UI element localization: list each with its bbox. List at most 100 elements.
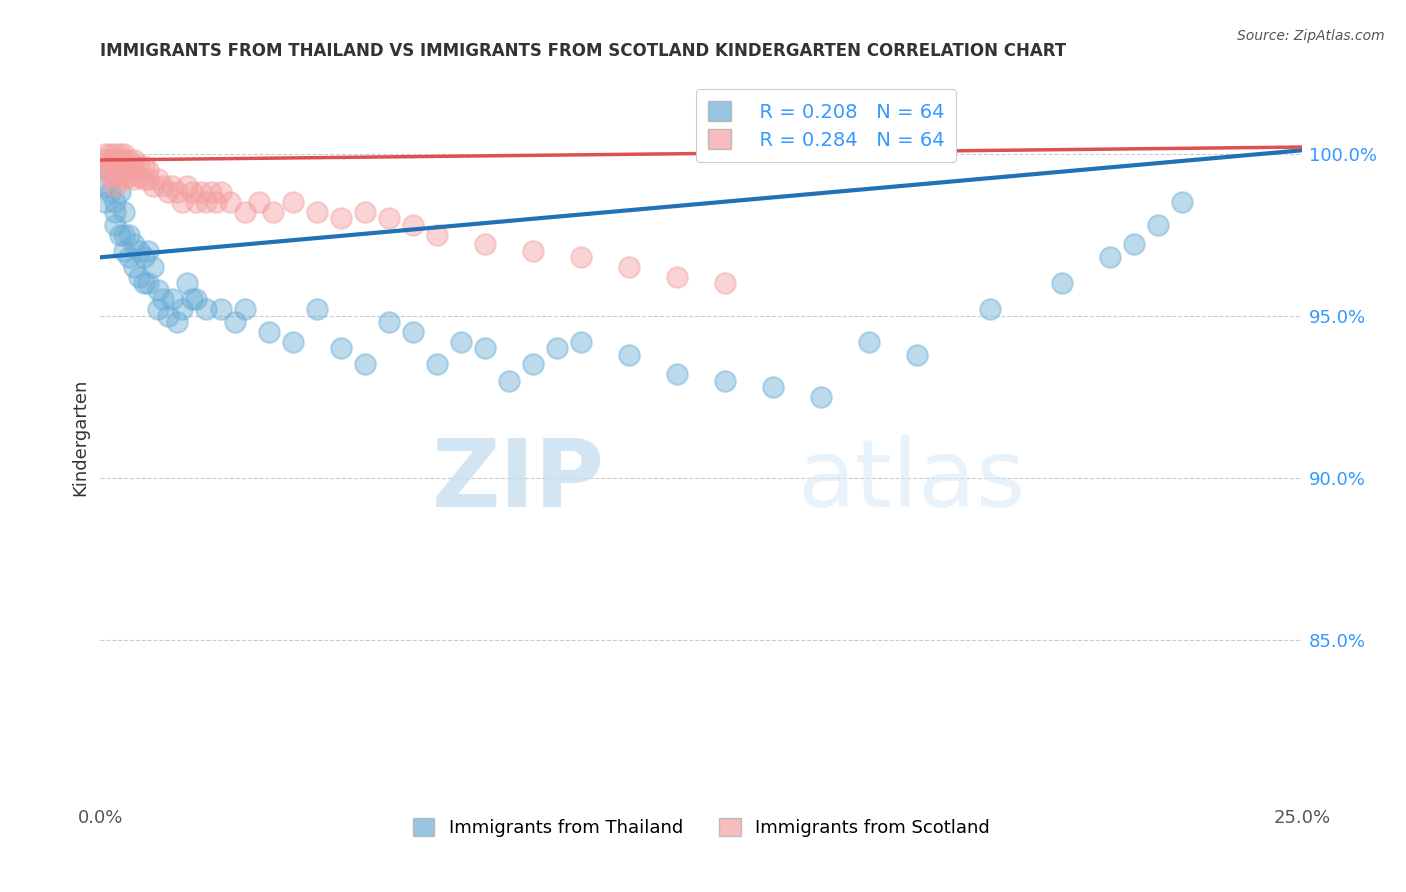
Point (209, 186, 232, 200)
Point (112, 172, 135, 186)
Point (104, 169, 127, 184)
Point (128, 160, 150, 174)
Point (104, 218, 127, 232)
Point (377, 211, 399, 226)
Point (98, 153, 121, 167)
Point (94, 162, 117, 177)
Point (118, 160, 141, 174)
Point (402, 218, 425, 232)
Point (762, 380, 785, 394)
Y-axis label: Kindergarten: Kindergarten (72, 379, 89, 496)
Point (617, 348, 640, 362)
Point (108, 169, 131, 184)
Point (122, 260, 145, 274)
Point (112, 153, 135, 167)
Point (104, 160, 127, 174)
Point (402, 325, 425, 339)
Point (474, 237, 496, 252)
Point (108, 186, 131, 200)
Point (108, 153, 131, 167)
Legend: Immigrants from Thailand, Immigrants from Scotland: Immigrants from Thailand, Immigrants fro… (405, 811, 997, 845)
Point (122, 237, 145, 252)
Point (170, 195, 193, 210)
Point (118, 227, 141, 242)
Point (166, 186, 188, 200)
Point (98, 146, 121, 161)
Point (714, 374, 737, 388)
Point (247, 195, 270, 210)
Point (224, 315, 246, 329)
Point (176, 178, 198, 193)
Point (666, 269, 689, 284)
Text: IMMIGRANTS FROM THAILAND VS IMMIGRANTS FROM SCOTLAND KINDERGARTEN CORRELATION CH: IMMIGRANTS FROM THAILAND VS IMMIGRANTS F… (100, 42, 1067, 60)
Point (152, 178, 174, 193)
Point (138, 162, 160, 177)
Point (209, 302, 232, 317)
Point (166, 315, 188, 329)
Point (979, 302, 1001, 317)
Point (98, 162, 121, 177)
Point (94, 153, 117, 167)
Point (138, 172, 160, 186)
Point (353, 205, 375, 219)
Point (132, 277, 155, 291)
Point (522, 357, 544, 371)
Point (546, 341, 568, 355)
Point (204, 195, 226, 210)
Point (104, 178, 127, 193)
Point (1171, 195, 1194, 210)
Point (257, 325, 280, 339)
Point (498, 374, 520, 388)
Point (170, 302, 193, 317)
Point (138, 244, 160, 258)
Point (112, 227, 135, 242)
Point (162, 178, 184, 193)
Point (569, 334, 592, 349)
Point (108, 146, 131, 161)
Point (108, 227, 131, 242)
Point (104, 205, 127, 219)
Point (142, 260, 165, 274)
Point (94, 178, 117, 193)
Point (858, 334, 880, 349)
Text: ZIP: ZIP (432, 435, 605, 527)
Point (132, 172, 155, 186)
Point (156, 186, 179, 200)
Point (233, 302, 256, 317)
Point (132, 160, 155, 174)
Point (152, 293, 174, 307)
Point (569, 250, 592, 264)
Point (305, 205, 328, 219)
Point (426, 357, 449, 371)
Point (104, 153, 127, 167)
Point (1050, 277, 1073, 291)
Point (353, 357, 375, 371)
Point (186, 195, 208, 210)
Point (450, 334, 472, 349)
Text: Source: ZipAtlas.com: Source: ZipAtlas.com (1237, 29, 1385, 43)
Point (156, 309, 179, 323)
Point (1122, 237, 1144, 252)
Point (112, 162, 135, 177)
Point (195, 195, 218, 210)
Point (195, 302, 218, 317)
Point (714, 277, 737, 291)
Point (118, 250, 141, 264)
Point (146, 283, 169, 297)
Point (118, 153, 141, 167)
Point (1146, 218, 1168, 232)
Point (132, 250, 155, 264)
Point (112, 146, 135, 161)
Point (305, 302, 328, 317)
Point (907, 348, 929, 362)
Point (112, 205, 135, 219)
Point (180, 293, 202, 307)
Point (474, 341, 496, 355)
Point (666, 367, 689, 381)
Point (186, 293, 208, 307)
Point (94, 146, 117, 161)
Point (98, 186, 121, 200)
Point (426, 227, 449, 242)
Point (146, 172, 169, 186)
Point (112, 244, 135, 258)
